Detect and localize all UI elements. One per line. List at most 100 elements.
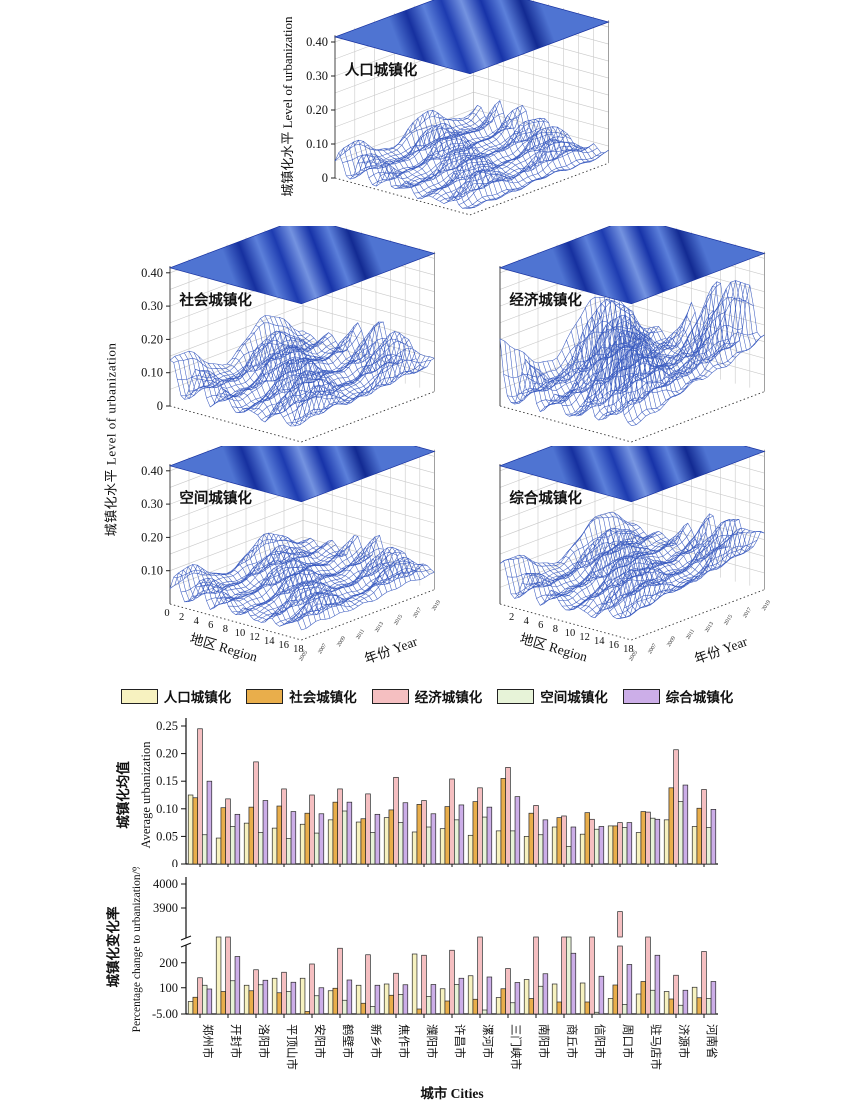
- bar: [593, 1011, 600, 1015]
- year-tick-label: 2009: [666, 635, 677, 648]
- bar: [649, 989, 656, 1015]
- year-tick-label: 2007: [317, 642, 328, 655]
- bar: [421, 800, 427, 865]
- region-tick-label: 8: [223, 624, 228, 635]
- z-axis-tick: 0.20: [141, 332, 163, 346]
- region-tick-label: 8: [553, 624, 558, 635]
- z-axis-tick: 0.40: [306, 35, 328, 49]
- region-tick-label: 2: [509, 612, 514, 623]
- bar: [430, 984, 437, 1015]
- surface-plot-population: 0.40 0.30 0.20 0.10 0 人口城镇化 城镇化水平 Level of urb…: [185, 0, 620, 231]
- bar: [304, 1011, 311, 1015]
- bar: [309, 794, 315, 865]
- bar: [192, 996, 198, 1015]
- bar: [561, 936, 567, 1015]
- y-axis-tick: 200: [159, 956, 178, 970]
- region-tick-label: 6: [208, 620, 213, 631]
- bar: [458, 977, 465, 1015]
- bar: [505, 767, 511, 865]
- bar: [234, 956, 241, 1015]
- z-axis-tick: 0: [322, 171, 328, 185]
- bar: [510, 1002, 516, 1015]
- bar: [537, 834, 544, 865]
- bar: [234, 813, 241, 865]
- bar: [510, 830, 516, 865]
- bar: [360, 1002, 367, 1015]
- bar: [426, 996, 432, 1015]
- bar: [528, 812, 535, 865]
- bar: [355, 821, 362, 865]
- surface-plot-economic: 经济城镇化: [452, 215, 824, 451]
- year-tick-label: 2013: [374, 621, 385, 634]
- bar: [444, 1000, 451, 1015]
- legend-swatch: [497, 688, 535, 704]
- bar: [668, 998, 675, 1015]
- region-tick-label: 10: [235, 628, 246, 639]
- average-urbanization-chart: 0.25 0.20 0.15 0.10 0.05 0 城镇化均值 Average urbani…: [0, 712, 854, 872]
- surface-plot-social: 0.40 0.30 0.20 0.10 0 社会城镇化: [92, 215, 464, 451]
- bar: [663, 991, 670, 1015]
- bar: [514, 982, 521, 1015]
- bar: [579, 833, 586, 865]
- legend: 人口城镇化 社会城镇化 经济城镇化 空间城镇化 综合城镇化: [0, 686, 854, 706]
- bar: [299, 977, 306, 1015]
- bar: [654, 954, 661, 1015]
- bar: [691, 826, 698, 865]
- bar: [393, 972, 399, 1015]
- surface-svg-economic: 经济城镇化: [498, 215, 766, 443]
- bar: [262, 800, 269, 865]
- x-tick-label: 济源市: [677, 1024, 691, 1059]
- percentage-change-chart: -5.00 100 200 3900 4000 郑州市 开封市 洛阳市 平顶山市 安阳市 鹤壁市 新乡…: [0, 861, 854, 1104]
- bar: [365, 793, 371, 865]
- panel-title: 综合城镇化: [509, 489, 582, 507]
- x-tick-label: 三门峡市: [509, 1024, 523, 1070]
- y-axis-label-zh: 城镇化均值: [115, 761, 131, 829]
- bar: [495, 997, 502, 1015]
- flat-top-surface: [168, 217, 436, 305]
- x-tick-label: 濮阳市: [425, 1024, 439, 1059]
- region-tick-label: 14: [594, 636, 605, 647]
- bar: [411, 953, 418, 1015]
- y-axis-tick: 0.25: [156, 719, 178, 733]
- y-axis-tick: 0.05: [156, 829, 178, 843]
- bar: [523, 836, 530, 865]
- bar: [243, 984, 250, 1015]
- bar: [673, 749, 679, 865]
- bar: [477, 787, 483, 865]
- bar: [416, 1008, 423, 1015]
- panel-title: 社会城镇化: [178, 291, 252, 309]
- region-tick-label: 12: [579, 632, 590, 643]
- year-tick-label: 2015: [393, 614, 404, 627]
- bar: [617, 945, 623, 1015]
- bar: [710, 981, 717, 1015]
- bar: [290, 981, 297, 1015]
- bar: [248, 806, 254, 865]
- y-axis-tick: 100: [159, 981, 178, 995]
- y-axis-label-zh: 城镇化变化率: [105, 906, 121, 987]
- wireframe-surface: [499, 512, 765, 619]
- bar: [225, 798, 231, 865]
- legend-item-2: 经济城镇化: [371, 686, 482, 706]
- bar: [584, 812, 591, 865]
- y-axis-tick: 0.15: [156, 774, 178, 788]
- x-tick-label: 鹤壁市: [341, 1024, 355, 1059]
- bar: [537, 985, 544, 1015]
- bar: [370, 1006, 376, 1015]
- bar: [220, 807, 226, 865]
- bar: [626, 822, 633, 865]
- z-axis-tick: 0.30: [141, 497, 163, 511]
- panel-title: 空间城镇化: [179, 489, 252, 507]
- bar: [318, 987, 325, 1015]
- bar: [565, 936, 572, 1015]
- bar: [705, 998, 712, 1015]
- bar: [197, 977, 203, 1015]
- x-tick-label: 焦作市: [397, 1024, 411, 1059]
- y-axis-label-en: Average urbanization: [139, 741, 153, 849]
- surface-svg-social: 0.40 0.30 0.20 0.10 0 社会城镇化: [141, 215, 436, 443]
- year-tick-label: 2011: [355, 628, 366, 641]
- bar: [556, 817, 563, 865]
- bar: [383, 817, 390, 865]
- bar: [570, 826, 577, 865]
- bar: [467, 834, 474, 865]
